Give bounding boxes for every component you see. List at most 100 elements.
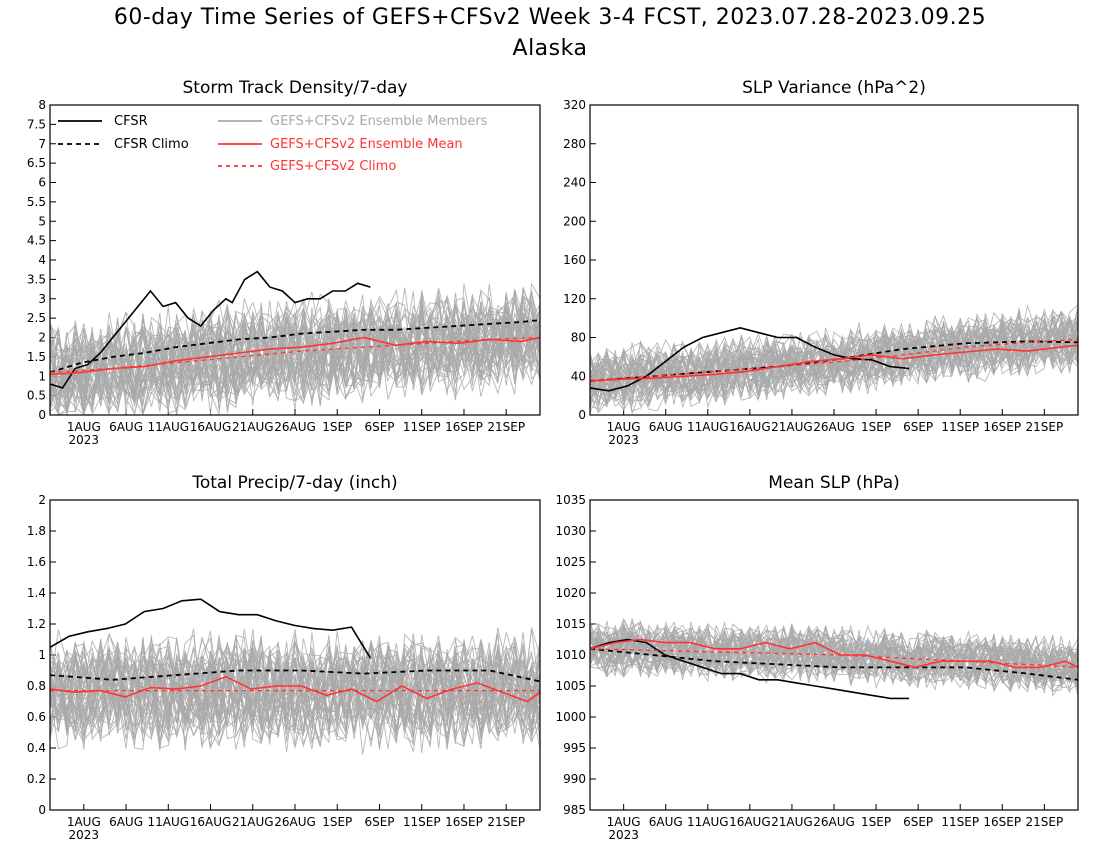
member-line bbox=[590, 628, 1078, 693]
member-line bbox=[590, 621, 1078, 685]
x-tick-label: 11AUG bbox=[687, 420, 729, 434]
x-tick-label: 6SEP bbox=[903, 815, 933, 829]
member-line bbox=[50, 298, 540, 403]
member-line bbox=[50, 636, 540, 750]
legend-label: GEFS+CFSv2 Ensemble Mean bbox=[270, 137, 463, 152]
x-year-label: 2023 bbox=[69, 828, 100, 842]
x-tick-label: 21SEP bbox=[487, 815, 525, 829]
x-tick-label: 6AUG bbox=[109, 420, 143, 434]
x-tick-label: 6SEP bbox=[364, 815, 394, 829]
x-tick-label: 21SEP bbox=[487, 420, 525, 434]
member-line bbox=[50, 300, 540, 415]
member-line bbox=[50, 294, 540, 412]
x-tick-label: 6AUG bbox=[649, 815, 683, 829]
member-line bbox=[590, 315, 1078, 402]
x-tick-label: 1AUG bbox=[607, 815, 641, 829]
y-tick-label: 0 bbox=[38, 803, 46, 817]
panel-title: SLP Variance (hPa^2) bbox=[742, 78, 926, 98]
x-tick-label: 26AUG bbox=[274, 420, 316, 434]
member-line bbox=[590, 625, 1078, 691]
y-tick-label: 240 bbox=[563, 176, 586, 190]
page-title: 60-day Time Series of GEFS+CFSv2 Week 3-… bbox=[113, 5, 987, 30]
cfsr-climo-line bbox=[50, 319, 540, 374]
y-tick-label: 2 bbox=[38, 493, 46, 507]
x-tick-label: 16SEP bbox=[445, 815, 483, 829]
y-tick-label: 990 bbox=[563, 772, 586, 786]
page-subtitle: Alaska bbox=[512, 36, 588, 61]
cfsr-line bbox=[50, 270, 371, 389]
member-line bbox=[50, 291, 540, 415]
member-line bbox=[590, 627, 1078, 682]
chart-panel: Storm Track Density/7-day 0 0.5 1 1.5 2 2.5 3 3.… bbox=[27, 78, 541, 447]
member-line bbox=[590, 319, 1078, 397]
x-tick-label: 1AUG bbox=[67, 420, 101, 434]
x-tick-label: 11SEP bbox=[941, 815, 979, 829]
ens-climo-line bbox=[50, 336, 540, 374]
member-line bbox=[50, 303, 540, 399]
member-line bbox=[590, 304, 1078, 403]
y-tick-label: 3.5 bbox=[27, 272, 46, 286]
x-tick-label: 1SEP bbox=[322, 420, 352, 434]
x-tick-label: 26AUG bbox=[813, 420, 855, 434]
x-tick-label: 26AUG bbox=[274, 815, 316, 829]
y-tick-label: 3 bbox=[38, 292, 46, 306]
member-line bbox=[50, 639, 540, 746]
y-tick-label: 1010 bbox=[555, 648, 586, 662]
member-line bbox=[590, 320, 1078, 403]
member-line bbox=[50, 641, 540, 745]
cfsr-climo-line bbox=[590, 647, 1078, 681]
x-tick-label: 16AUG bbox=[729, 420, 771, 434]
y-tick-label: 5.5 bbox=[27, 195, 46, 209]
chart-panel: Mean SLP (hPa) 985 990 995 1000 1005 1010 1015 1… bbox=[555, 473, 1079, 842]
y-tick-label: 4.5 bbox=[27, 234, 46, 248]
legend-label: CFSR bbox=[114, 114, 148, 129]
member-line bbox=[50, 639, 540, 745]
y-tick-label: 0 bbox=[578, 408, 586, 422]
y-tick-label: 1 bbox=[38, 648, 46, 662]
y-tick-label: 7.5 bbox=[27, 117, 46, 131]
x-year-label: 2023 bbox=[69, 433, 100, 447]
x-tick-label: 11AUG bbox=[147, 815, 189, 829]
ens-climo-line bbox=[590, 338, 1078, 381]
member-line bbox=[590, 627, 1078, 688]
cfsr-line bbox=[590, 638, 910, 700]
y-tick-label: 1.6 bbox=[27, 555, 46, 569]
x-tick-label: 1SEP bbox=[861, 420, 891, 434]
legend-label: CFSR Climo bbox=[114, 137, 189, 152]
x-tick-label: 16AUG bbox=[190, 815, 232, 829]
y-tick-label: 0.2 bbox=[27, 772, 46, 786]
y-tick-label: 1005 bbox=[555, 679, 586, 693]
member-line bbox=[50, 635, 540, 750]
x-tick-label: 1SEP bbox=[322, 815, 352, 829]
legend: CFSR CFSR Climo GEFS+CFSv2 Ensemble Member… bbox=[58, 114, 488, 174]
y-tick-label: 0.5 bbox=[27, 389, 46, 403]
member-line bbox=[590, 310, 1078, 403]
x-tick-label: 16AUG bbox=[729, 815, 771, 829]
y-tick-label: 5 bbox=[38, 214, 46, 228]
panel-title: Mean SLP (hPa) bbox=[768, 473, 900, 493]
member-line bbox=[590, 621, 1078, 692]
member-line bbox=[590, 322, 1078, 407]
cfsr-line bbox=[50, 598, 372, 659]
x-tick-label: 16SEP bbox=[983, 420, 1021, 434]
x-tick-label: 6SEP bbox=[903, 420, 933, 434]
y-tick-label: 2.5 bbox=[27, 311, 46, 325]
y-tick-label: 280 bbox=[563, 137, 586, 151]
y-tick-label: 4 bbox=[38, 253, 46, 267]
y-tick-label: 995 bbox=[563, 741, 586, 755]
legend-label: GEFS+CFSv2 Ensemble Members bbox=[270, 114, 488, 129]
y-tick-label: 160 bbox=[563, 253, 586, 267]
y-tick-label: 80 bbox=[571, 331, 586, 345]
y-tick-label: 6.5 bbox=[27, 156, 46, 170]
x-tick-label: 11SEP bbox=[403, 420, 441, 434]
ensemble-members bbox=[50, 282, 540, 415]
member-line bbox=[50, 300, 540, 413]
ens-mean-line bbox=[50, 336, 540, 376]
member-line bbox=[590, 623, 1078, 683]
x-tick-label: 26AUG bbox=[813, 815, 855, 829]
y-tick-label: 1020 bbox=[555, 586, 586, 600]
x-tick-label: 21SEP bbox=[1025, 420, 1063, 434]
plot-frame bbox=[49, 499, 541, 811]
x-tick-label: 1SEP bbox=[861, 815, 891, 829]
